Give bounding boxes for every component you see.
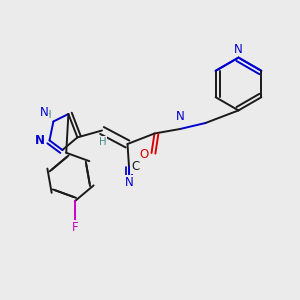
Text: H: H <box>178 116 185 126</box>
Text: N: N <box>40 106 49 119</box>
Text: N: N <box>124 176 134 189</box>
Text: O: O <box>140 148 148 161</box>
Text: H: H <box>44 110 52 121</box>
Text: N: N <box>35 134 45 147</box>
Text: C: C <box>131 160 140 173</box>
Text: N: N <box>234 43 243 56</box>
Text: F: F <box>71 221 78 234</box>
Text: H: H <box>99 137 106 147</box>
Text: N: N <box>176 110 184 123</box>
